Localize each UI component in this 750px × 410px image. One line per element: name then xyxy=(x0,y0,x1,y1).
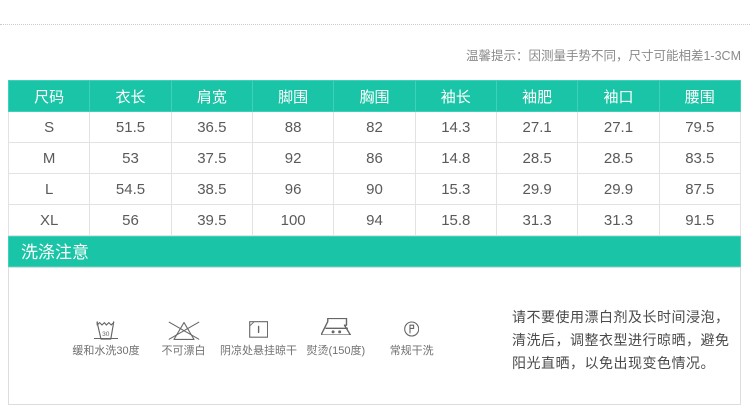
svg-text:30: 30 xyxy=(102,331,110,338)
